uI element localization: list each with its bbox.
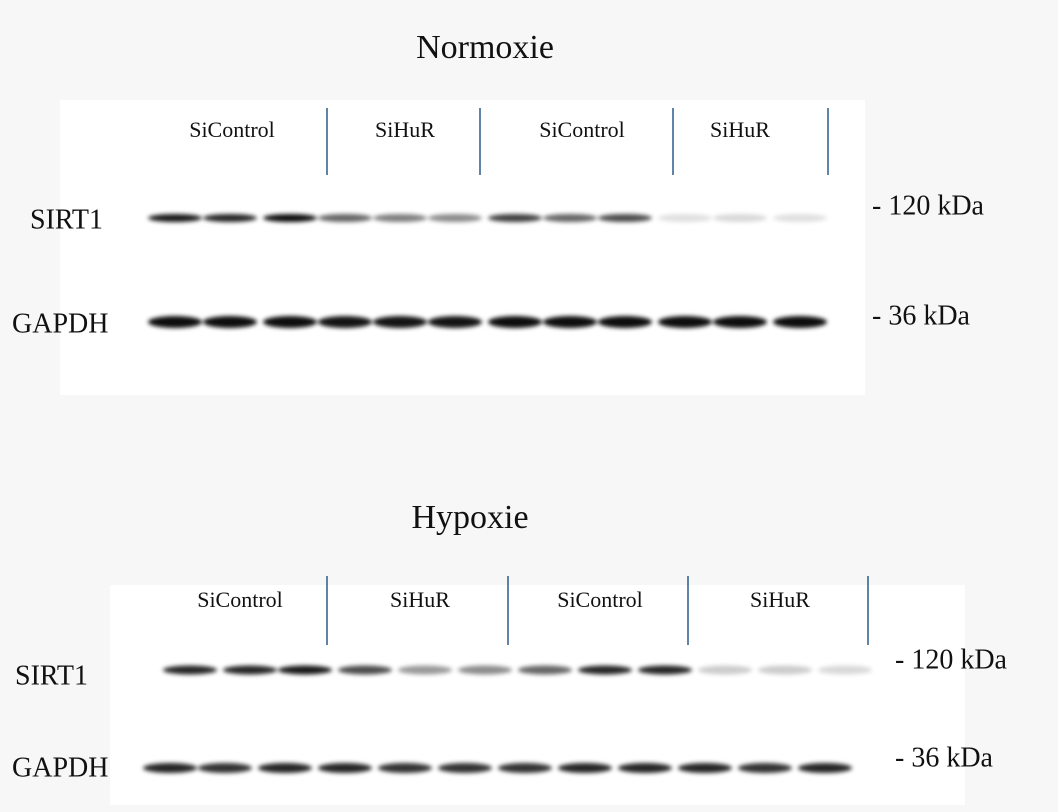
- band: [488, 316, 542, 328]
- band: [148, 316, 202, 328]
- band: [148, 214, 202, 222]
- row-label: SIRT1: [15, 660, 88, 691]
- marker-label: - 36 kDa: [872, 300, 971, 331]
- band: [223, 666, 277, 675]
- group-label: SiHuR: [390, 587, 450, 612]
- blot-normoxie: [60, 100, 865, 395]
- band: [338, 666, 392, 675]
- band: [713, 214, 767, 222]
- band: [258, 763, 312, 773]
- band: [488, 214, 542, 222]
- band: [698, 666, 752, 675]
- group-label: SiControl: [539, 117, 625, 142]
- panel-title: Hypoxie: [411, 499, 528, 536]
- row-label: SIRT1: [30, 204, 103, 235]
- band: [518, 666, 572, 675]
- row-label: GAPDH: [12, 308, 108, 339]
- band: [378, 763, 432, 773]
- band: [758, 666, 812, 675]
- band: [203, 316, 257, 328]
- panel-title: Normoxie: [416, 29, 554, 66]
- band: [428, 316, 482, 328]
- band: [638, 666, 692, 675]
- band: [143, 763, 197, 773]
- western-blot-figure: Normoxie SiControl SiHuR SiControl SiHuR SIRT…: [0, 0, 1058, 812]
- band: [543, 316, 597, 328]
- band: [558, 763, 612, 773]
- band: [373, 316, 427, 328]
- band: [713, 316, 767, 328]
- band: [198, 763, 252, 773]
- band: [318, 763, 372, 773]
- band: [318, 214, 372, 222]
- band: [458, 666, 512, 675]
- group-label: SiControl: [197, 587, 283, 612]
- group-label: SiHuR: [375, 117, 435, 142]
- band: [278, 666, 332, 675]
- band: [658, 316, 712, 328]
- band: [438, 763, 492, 773]
- group-label: SiControl: [557, 587, 643, 612]
- group-label: SiHuR: [710, 117, 770, 142]
- marker-label: - 36 kDa: [895, 742, 994, 773]
- band: [163, 666, 217, 675]
- band: [578, 666, 632, 675]
- group-label: SiControl: [189, 117, 275, 142]
- band: [318, 316, 372, 328]
- band: [598, 214, 652, 222]
- band: [428, 214, 482, 222]
- band: [618, 763, 672, 773]
- band: [798, 763, 852, 773]
- band: [598, 316, 652, 328]
- band: [398, 666, 452, 675]
- band: [773, 316, 827, 328]
- band: [738, 763, 792, 773]
- marker-label: - 120 kDa: [895, 644, 1008, 675]
- band: [658, 214, 712, 222]
- band: [818, 666, 872, 675]
- row-label: GAPDH: [12, 752, 108, 783]
- band: [498, 763, 552, 773]
- band: [373, 214, 427, 222]
- band: [203, 214, 257, 222]
- band: [543, 214, 597, 222]
- band: [773, 214, 827, 222]
- band: [263, 316, 317, 328]
- band: [678, 763, 732, 773]
- group-label: SiHuR: [750, 587, 810, 612]
- band: [263, 214, 317, 222]
- marker-label: - 120 kDa: [872, 190, 985, 221]
